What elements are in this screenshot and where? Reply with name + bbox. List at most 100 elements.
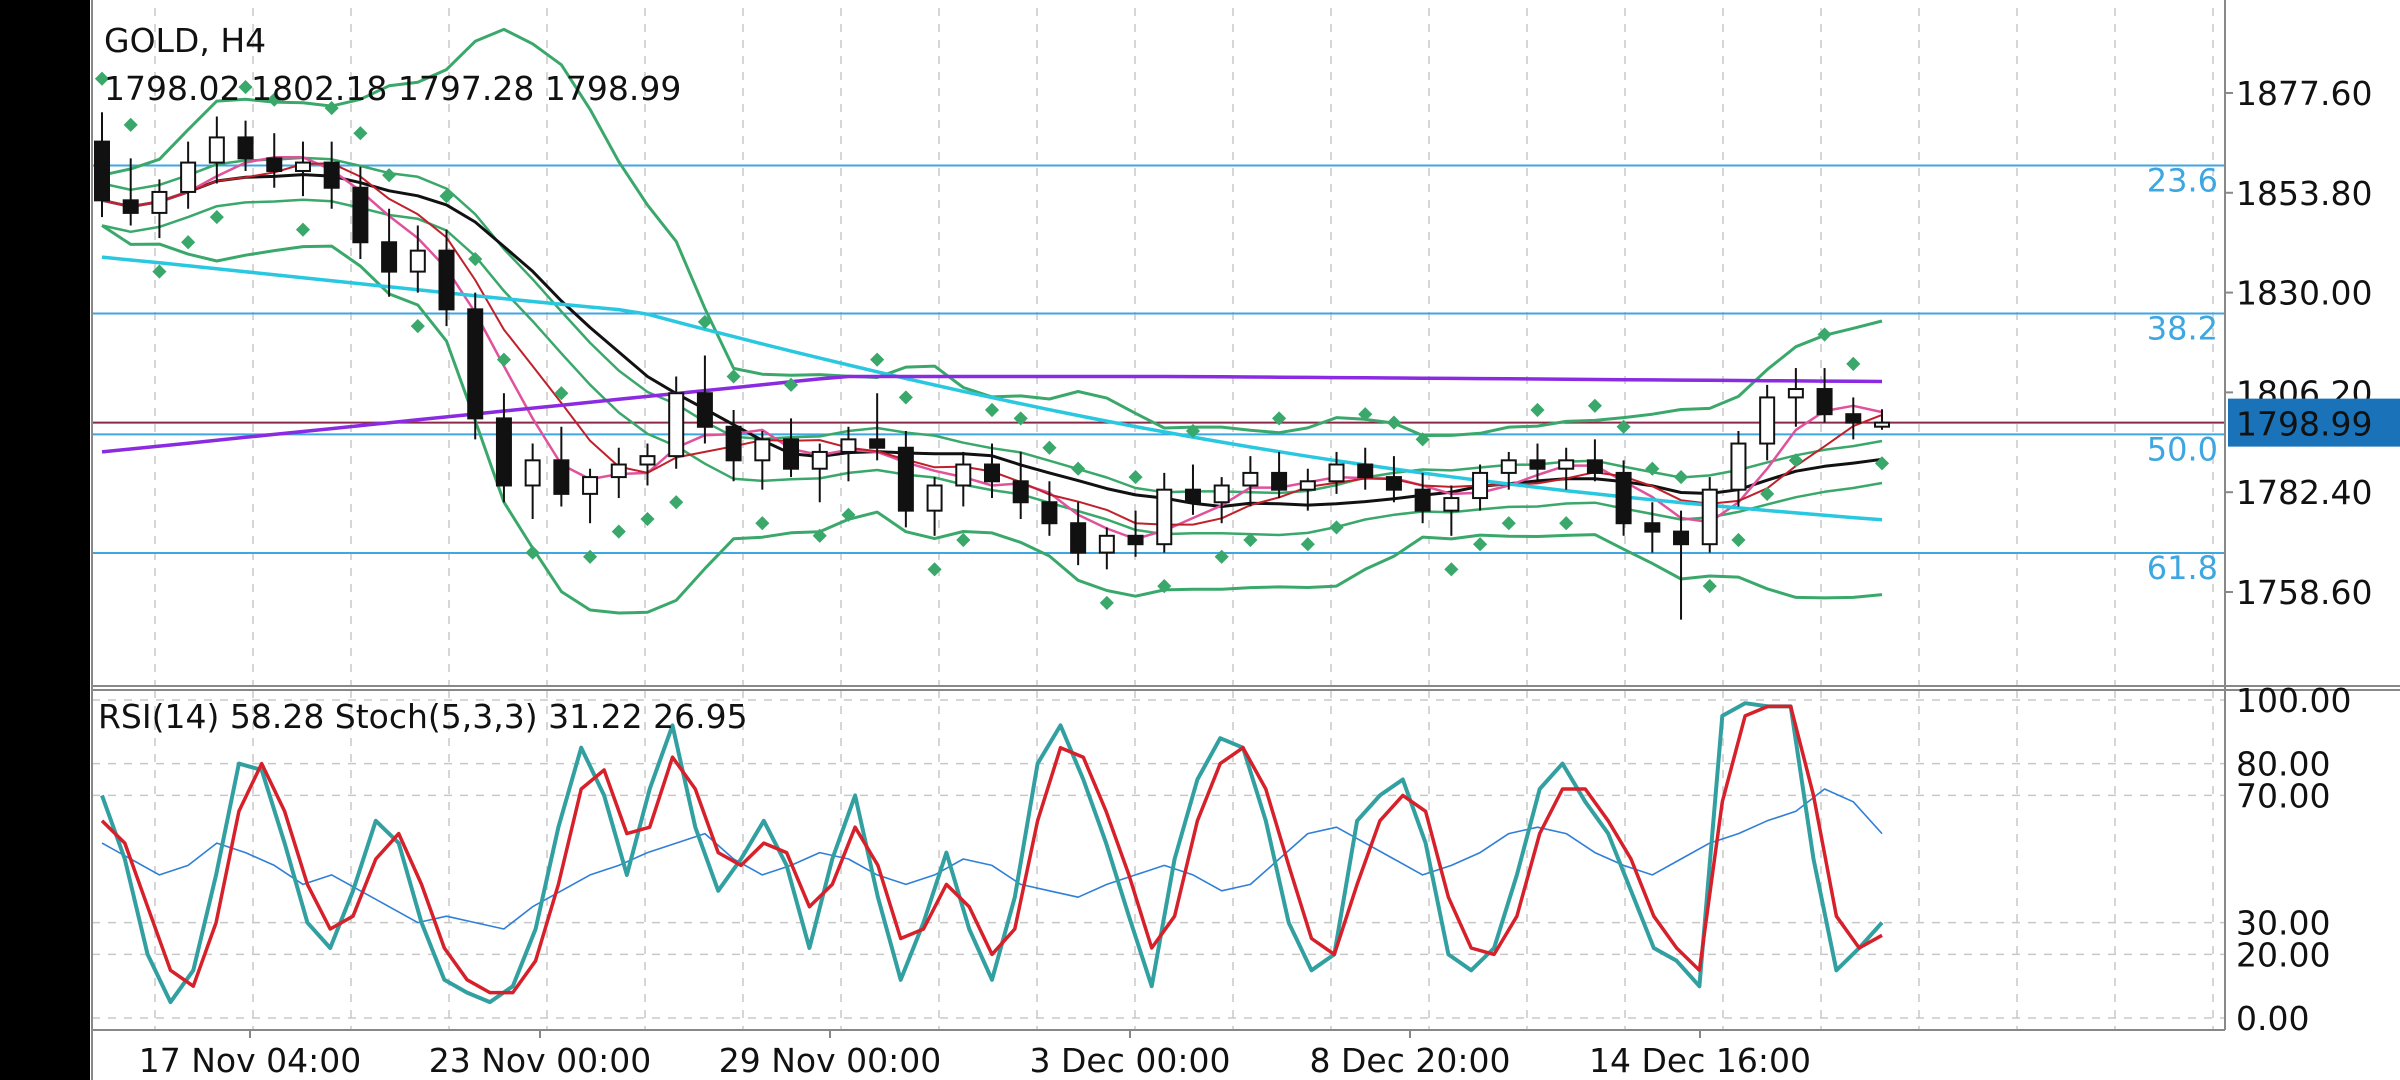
osc-tick-label: 30.00: [2236, 904, 2330, 943]
axis-labels: 1877.601853.801830.001806.201782.401758.…: [139, 74, 2400, 1080]
sar-dot: [640, 511, 655, 527]
sar-dot: [870, 352, 885, 367]
candle-body: [1615, 471, 1632, 525]
candle-body: [1529, 459, 1546, 470]
candle-body: [151, 190, 168, 214]
candle-body: [840, 438, 857, 453]
candle-body: [668, 392, 685, 458]
fib-label: 50.0: [2147, 430, 2218, 468]
sar-dot: [1128, 470, 1143, 485]
time-tick-label: 8 Dec 20:00: [1310, 1041, 1511, 1080]
sar-dot: [1157, 579, 1172, 594]
candle-body: [984, 463, 1000, 483]
sar-dot: [984, 402, 1000, 418]
ma-purple: [101, 374, 1883, 454]
sar-dot: [1817, 327, 1832, 342]
candle-body: [1070, 522, 1087, 554]
candle-body: [696, 392, 713, 428]
sar-dot: [1702, 579, 1717, 594]
time-tick-label: 29 Nov 00:00: [719, 1041, 941, 1080]
osc-tick-label: 20.00: [2236, 935, 2330, 974]
sar-dot: [324, 100, 339, 116]
sar-dot: [152, 264, 167, 279]
candle-body: [955, 463, 972, 487]
sar-dot: [1300, 537, 1315, 552]
sar-dot: [1042, 440, 1057, 455]
sar-dot: [382, 168, 397, 183]
osc-tick-label: 70.00: [2236, 776, 2330, 815]
sar-dot: [1846, 356, 1861, 371]
candle-body: [495, 417, 512, 487]
candles: [94, 112, 1890, 620]
ma-cyan: [101, 255, 1883, 522]
candle-body: [323, 161, 340, 189]
sar-dot: [611, 524, 626, 539]
sar-dot: [1071, 461, 1086, 476]
candle-body: [1127, 534, 1144, 546]
envelope-upper: [101, 156, 1883, 495]
candle-body: [1213, 484, 1230, 504]
sar-dot: [468, 251, 483, 267]
sar-dot: [1472, 537, 1488, 552]
candle-body: [1759, 396, 1776, 445]
bollinger-lower: [101, 224, 1883, 615]
current-price-label: 1798.99: [2236, 405, 2372, 444]
sar-dot: [669, 495, 684, 510]
grid: [92, 8, 2225, 1030]
time-tick-label: 23 Nov 00:00: [429, 1041, 651, 1080]
candle-body: [438, 249, 455, 311]
sar-dot: [1559, 516, 1574, 531]
fib-label: 23.6: [2147, 162, 2218, 200]
price-tick-label: 1758.60: [2236, 573, 2372, 612]
fib-label: 38.2: [2147, 310, 2218, 348]
candle-body: [754, 438, 771, 462]
osc-tick-label: 100.00: [2236, 681, 2351, 720]
candle-body: [869, 438, 886, 449]
candle-body: [208, 136, 225, 164]
candle-body: [1874, 421, 1890, 428]
sar-dot: [1673, 470, 1689, 485]
sar-dot: [353, 126, 368, 141]
rsi-line: [101, 788, 1883, 930]
indicator-lines: [101, 27, 1883, 615]
stoch-d-line: [100, 704, 1883, 995]
candle-body: [725, 425, 742, 462]
fibonacci-levels: 23.6 38.2 50.0 61.8: [92, 162, 2225, 587]
candle-body: [94, 140, 110, 202]
current-price-badge: [2228, 398, 2400, 447]
candle-body: [1184, 488, 1201, 504]
candle-body: [237, 136, 254, 160]
sar-dot: [898, 390, 913, 405]
candle-body: [1242, 471, 1259, 487]
stoch-k-line: [100, 701, 1884, 1005]
candle-body: [1787, 388, 1804, 399]
candle-body: [1586, 459, 1603, 474]
candle-body: [1385, 476, 1402, 491]
sar-dot: [496, 352, 512, 367]
sar-dot: [209, 210, 224, 225]
price-tick-label: 1830.00: [2236, 274, 2372, 313]
price-tick-label: 1853.80: [2236, 174, 2372, 213]
candle-body: [1012, 480, 1029, 504]
candle-body: [553, 459, 570, 495]
sar-dot: [1185, 423, 1201, 439]
candle-body: [610, 463, 627, 479]
candle-body: [897, 446, 914, 512]
sar-dot: [927, 562, 942, 577]
sar-dot: [1587, 398, 1602, 413]
candle-body: [180, 161, 197, 193]
candle-body: [783, 438, 800, 470]
candle-body: [1328, 463, 1345, 483]
sar-dot: [1272, 411, 1287, 426]
sar-dot: [956, 532, 971, 548]
sar-dot: [755, 516, 770, 531]
sar-dot: [1616, 419, 1631, 434]
candle-body: [467, 308, 484, 420]
sar-dot: [267, 92, 282, 107]
candle-body: [1299, 480, 1316, 491]
oscillator-panel: [100, 701, 1884, 1005]
candle-body: [1730, 442, 1747, 491]
sar-dot: [1530, 402, 1545, 418]
sar-dot: [697, 314, 712, 330]
